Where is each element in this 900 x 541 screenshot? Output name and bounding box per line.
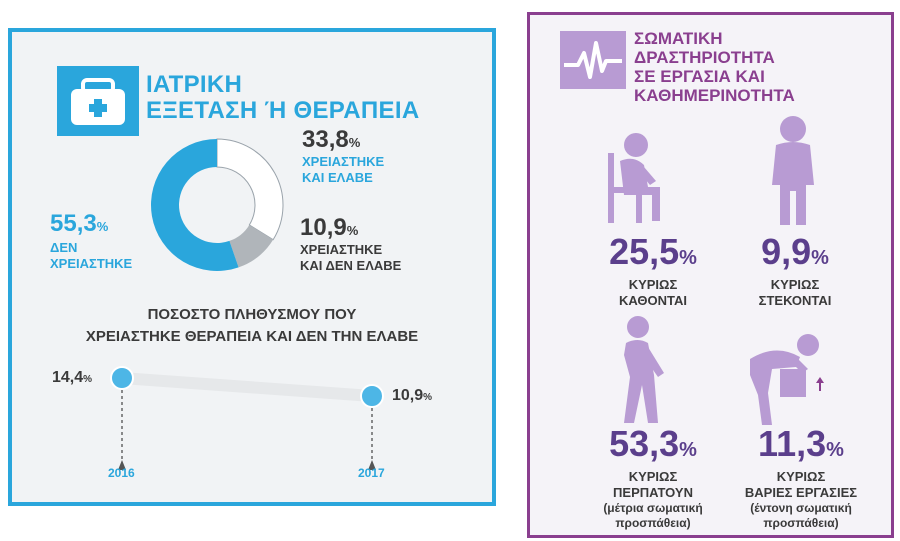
walking-person-icon — [624, 316, 664, 423]
lifting-person-icon — [750, 334, 824, 425]
stat-standing: 9,9% ΚΥΡΙΩΣ ΣΤΕΚΟΝΤΑΙ — [730, 233, 860, 309]
lifting-pct: % — [826, 439, 844, 461]
walking-value: 53,3 — [609, 423, 680, 464]
not-needed-label-1: ΔΕΝ — [50, 240, 78, 255]
trend-value-2017: 10,9% — [392, 387, 432, 405]
received-value: 33,8 — [302, 126, 349, 153]
year-2016: 2016 — [108, 466, 135, 480]
trend-line-chart — [110, 366, 384, 470]
standing-label-1: ΚΥΡΙΩΣ — [770, 277, 820, 292]
sitting-value: 25,5 — [609, 231, 680, 272]
lifting-note-1: (έντονη σωματική — [750, 501, 852, 515]
heartbeat-icon — [560, 31, 626, 89]
standing-value: 9,9 — [761, 231, 812, 272]
sitting-person-icon — [608, 133, 660, 223]
pct-2016: % — [83, 374, 93, 385]
walking-note-2: προσπάθεια) — [615, 516, 691, 530]
medical-panel: ΙΑΤΡΙΚΗ ΕΞΕΤΑΣΗ Ή ΘΕΡΑΠΕΙΑ 33,8% ΧΡΕΙΑΣΤ… — [8, 28, 496, 506]
point-2016 — [110, 366, 134, 390]
donut-segment-not-received — [229, 224, 274, 268]
not-received-label-1: ΧΡΕΙΑΣΤΗΚΕ — [300, 242, 383, 257]
trend-title-line1: ΠΟΣΟΣΤΟ ΠΛΗΘΥΣΜΟΥ ΠΟΥ — [147, 306, 357, 323]
walking-note-1: (μέτρια σωματική — [603, 501, 703, 515]
trend-line — [116, 372, 378, 402]
activity-title-line1: ΣΩΜΑΤΙΚΗ — [634, 29, 723, 48]
lifting-note-2: προσπάθεια) — [763, 516, 839, 530]
lifting-value: 11,3 — [758, 423, 827, 464]
pct-2017: % — [423, 392, 433, 403]
lifting-label-1: ΚΥΡΙΩΣ — [776, 469, 826, 484]
point-2017 — [360, 384, 384, 408]
walking-label-2: ΠΕΡΠΑΤΟΥΝ — [613, 485, 693, 500]
not-needed-label-2: ΧΡΕΙΑΣΤΗΚΕ — [50, 256, 133, 271]
lifting-label-2: ΒΑΡΙΕΣ ΕΡΓΑΣΙΕΣ — [744, 485, 858, 500]
sitting-label-2: ΚΑΘΟΝΤΑΙ — [618, 293, 687, 308]
not-needed-pct: % — [96, 219, 109, 234]
received-pct: % — [348, 135, 361, 150]
medical-title-line1: ΙΑΤΡΙΚΗ — [146, 71, 243, 98]
stat-walking: 53,3% ΚΥΡΙΩΣ ΠΕΡΠΑΤΟΥΝ (μέτρια σωματική … — [578, 425, 728, 531]
received-label-1: ΧΡΕΙΑΣΤΗΚΕ — [302, 154, 385, 169]
donut-chart — [151, 138, 284, 271]
activity-title: ΣΩΜΑΤΙΚΗ ΔΡΑΣΤΗΡΙΟΤΗΤΑ ΣΕ ΕΡΓΑΣΙΑ ΚΑΙ ΚΑ… — [634, 29, 795, 105]
value-2017: 10,9 — [392, 387, 424, 404]
donut-label-not-needed: 55,3% ΔΕΝ ΧΡΕΙΑΣΤΗΚΕ — [50, 210, 132, 272]
activity-title-line4: ΚΑΘΗΜΕΡΙΝΟΤΗΤΑ — [634, 86, 795, 105]
stat-sitting: 25,5% ΚΥΡΙΩΣ ΚΑΘΟΝΤΑΙ — [588, 233, 718, 309]
value-2016: 14,4 — [52, 369, 84, 386]
standing-pct: % — [811, 247, 829, 269]
walking-pct: % — [679, 439, 697, 461]
standing-person-icon — [772, 116, 814, 225]
donut-label-not-received: 10,9% ΧΡΕΙΑΣΤΗΚΕ ΚΑΙ ΔΕΝ ΕΛΑΒΕ — [300, 214, 401, 274]
medical-title: ΙΑΤΡΙΚΗ ΕΞΕΤΑΣΗ Ή ΘΕΡΑΠΕΙΑ — [146, 72, 419, 124]
trend-title: ΠΟΣΟΣΤΟ ΠΛΗΘΥΣΜΟΥ ΠΟΥ ΧΡΕΙΑΣΤΗΚΕ ΘΕΡΑΠΕΙ… — [52, 304, 452, 348]
medical-bag-icon — [57, 66, 139, 136]
sitting-label-1: ΚΥΡΙΩΣ — [628, 277, 678, 292]
received-label-2: ΚΑΙ ΕΛΑΒΕ — [302, 170, 373, 185]
activity-title-line3: ΣΕ ΕΡΓΑΣΙΑ ΚΑΙ — [634, 67, 765, 86]
stat-lifting: 11,3% ΚΥΡΙΩΣ ΒΑΡΙΕΣ ΕΡΓΑΣΙΕΣ (έντονη σωμ… — [726, 425, 876, 531]
trend-value-2016: 14,4% — [52, 369, 92, 387]
medical-title-line2: ΕΞΕΤΑΣΗ Ή ΘΕΡΑΠΕΙΑ — [146, 97, 420, 124]
activity-title-line2: ΔΡΑΣΤΗΡΙΟΤΗΤΑ — [634, 48, 775, 67]
marker-2016 — [118, 460, 126, 470]
sitting-pct: % — [679, 247, 697, 269]
standing-label-2: ΣΤΕΚΟΝΤΑΙ — [758, 293, 832, 308]
not-received-pct: % — [346, 223, 359, 238]
not-received-value: 10,9 — [300, 214, 347, 241]
donut-label-received: 33,8% ΧΡΕΙΑΣΤΗΚΕ ΚΑΙ ΕΛΑΒΕ — [302, 126, 384, 186]
not-needed-value: 55,3 — [50, 210, 97, 237]
not-received-label-2: ΚΑΙ ΔΕΝ ΕΛΑΒΕ — [300, 258, 402, 273]
year-2017: 2017 — [358, 466, 385, 480]
trend-title-line2: ΧΡΕΙΑΣΤΗΚΕ ΘΕΡΑΠΕΙΑ ΚΑΙ ΔΕΝ ΤΗΝ ΕΛΑΒΕ — [85, 328, 419, 345]
activity-panel: ΣΩΜΑΤΙΚΗ ΔΡΑΣΤΗΡΙΟΤΗΤΑ ΣΕ ΕΡΓΑΣΙΑ ΚΑΙ ΚΑ… — [527, 12, 894, 538]
donut-segment-received — [216, 138, 284, 241]
donut-segment-not-needed — [151, 139, 239, 271]
walking-label-1: ΚΥΡΙΩΣ — [628, 469, 678, 484]
marker-2017 — [368, 460, 376, 470]
